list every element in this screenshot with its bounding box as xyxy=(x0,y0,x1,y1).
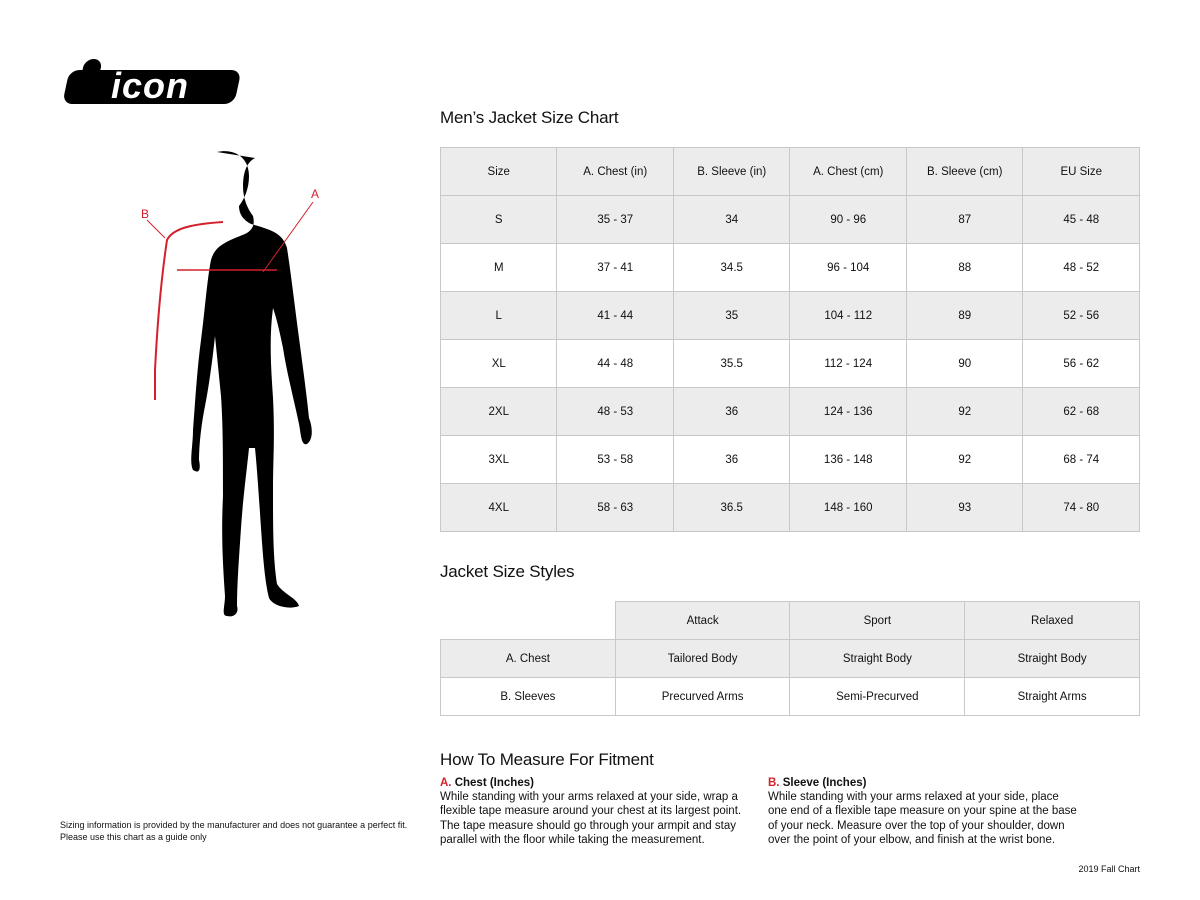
disclaimer-line: Please use this chart as a guide only xyxy=(60,832,207,842)
disclaimer: Sizing information is provided by the ma… xyxy=(60,819,407,843)
table-header-row: Size A. Chest (in) B. Sleeve (in) A. Che… xyxy=(439,147,1140,196)
table-cell: 53 - 58 xyxy=(556,435,674,484)
table-cell: 89 xyxy=(905,291,1024,340)
table-cell: 41 - 44 xyxy=(556,291,674,340)
letter-a: A. xyxy=(440,777,452,789)
table-cell: 48 - 52 xyxy=(1022,243,1140,292)
table-cell: 68 - 74 xyxy=(1022,435,1140,484)
table-cell: 34 xyxy=(672,195,791,244)
header-cell: A. Chest (in) xyxy=(556,147,674,196)
table-cell: Semi-Precurved xyxy=(789,677,966,716)
icon-logo: icon xyxy=(64,59,240,106)
table-cell: 88 xyxy=(905,243,1024,292)
table-cell: 104 - 112 xyxy=(789,291,907,340)
size-chart-title: Men’s Jacket Size Chart xyxy=(440,108,619,127)
table-cell: 96 - 104 xyxy=(789,243,907,292)
footer-label: 2019 Fall Chart xyxy=(1078,864,1140,874)
chest-instructions: A. Chest (Inches) While standing with yo… xyxy=(440,776,750,847)
table-cell: 52 - 56 xyxy=(1022,291,1140,340)
blank-cell xyxy=(440,601,616,640)
table-cell: S xyxy=(439,195,558,244)
table-row: 3XL 53 - 58 36 136 - 148 92 68 - 74 xyxy=(439,435,1140,484)
table-cell: 87 xyxy=(905,195,1024,244)
table-cell: 90 xyxy=(905,339,1024,388)
table-cell: A. Chest xyxy=(440,639,616,678)
table-cell: 136 - 148 xyxy=(789,435,907,484)
svg-text:icon: icon xyxy=(111,65,189,106)
table-cell: 3XL xyxy=(439,435,558,484)
sleeve-heading: Sleeve (Inches) xyxy=(782,777,867,789)
how-to-title: How To Measure For Fitment xyxy=(440,750,654,769)
label-b: B xyxy=(141,207,149,221)
sleeve-instructions: B. Sleeve (Inches) While standing with y… xyxy=(768,776,1078,847)
sleeve-text: While standing with your arms relaxed at… xyxy=(768,791,1077,846)
table-cell: 35 xyxy=(672,291,791,340)
header-cell: B. Sleeve (cm) xyxy=(905,147,1024,196)
table-cell: XL xyxy=(439,339,558,388)
letter-b: B. xyxy=(768,777,780,789)
header-cell: Sport xyxy=(789,601,966,640)
header-cell: A. Chest (cm) xyxy=(789,147,907,196)
styles-table: Attack Sport Relaxed A. Chest Tailored Bo… xyxy=(440,601,1140,716)
table-row: S 35 - 37 34 90 - 96 87 45 - 48 xyxy=(439,195,1140,244)
table-cell: 58 - 63 xyxy=(556,483,674,532)
table-row: A. Chest Tailored Body Straight Body Straig… xyxy=(440,639,1140,678)
table-row: 4XL 58 - 63 36.5 148 - 160 93 74 - 80 xyxy=(439,483,1140,532)
chest-heading: Chest (Inches) xyxy=(454,777,534,789)
table-cell: 93 xyxy=(905,483,1024,532)
header-cell: EU Size xyxy=(1022,147,1140,196)
table-cell: Straight Arms xyxy=(964,677,1140,716)
table-cell: 37 - 41 xyxy=(556,243,674,292)
table-cell: 92 xyxy=(905,387,1024,436)
table-cell: 36.5 xyxy=(672,483,791,532)
table-cell: B. Sleeves xyxy=(440,677,616,716)
body-silhouette: A B xyxy=(141,151,319,617)
table-cell: 124 - 136 xyxy=(789,387,907,436)
size-chart-table: Size A. Chest (in) B. Sleeve (in) A. Che… xyxy=(439,147,1140,532)
table-cell: 36 xyxy=(672,435,791,484)
table-cell: 74 - 80 xyxy=(1022,483,1140,532)
table-row: B. Sleeves Precurved Arms Semi-Precurved St… xyxy=(440,677,1140,716)
table-cell: 48 - 53 xyxy=(556,387,674,436)
table-cell: 92 xyxy=(905,435,1024,484)
table-cell: L xyxy=(439,291,558,340)
table-cell: 112 - 124 xyxy=(789,339,907,388)
table-cell: 2XL xyxy=(439,387,558,436)
table-row: 2XL 48 - 53 36 124 - 136 92 62 - 68 xyxy=(439,387,1140,436)
table-header-row: Attack Sport Relaxed xyxy=(440,601,1140,640)
header-cell: Attack xyxy=(614,601,791,640)
table-cell: M xyxy=(439,243,558,292)
table-cell: 4XL xyxy=(439,483,558,532)
table-row: L 41 - 44 35 104 - 112 89 52 - 56 xyxy=(439,291,1140,340)
table-row: M 37 - 41 34.5 96 - 104 88 48 - 52 xyxy=(439,243,1140,292)
table-cell: Tailored Body xyxy=(614,639,791,678)
table-cell: 44 - 48 xyxy=(556,339,674,388)
label-a: A xyxy=(311,187,319,201)
table-cell: 35 - 37 xyxy=(556,195,674,244)
disclaimer-line: Sizing information is provided by the ma… xyxy=(60,820,408,830)
table-cell: 45 - 48 xyxy=(1022,195,1140,244)
styles-title: Jacket Size Styles xyxy=(440,562,575,581)
table-cell: Straight Body xyxy=(789,639,966,678)
header-cell: B. Sleeve (in) xyxy=(672,147,791,196)
table-row: XL 44 - 48 35.5 112 - 124 90 56 - 62 xyxy=(439,339,1140,388)
table-cell: 56 - 62 xyxy=(1022,339,1140,388)
table-cell: 62 - 68 xyxy=(1022,387,1140,436)
table-cell: 34.5 xyxy=(672,243,791,292)
table-cell: Precurved Arms xyxy=(614,677,791,716)
header-cell: Size xyxy=(439,147,558,196)
table-cell: Straight Body xyxy=(964,639,1140,678)
table-cell: 90 - 96 xyxy=(789,195,907,244)
table-cell: 148 - 160 xyxy=(789,483,907,532)
table-cell: 36 xyxy=(672,387,791,436)
table-cell: 35.5 xyxy=(672,339,791,388)
chest-text: While standing with your arms relaxed at… xyxy=(440,791,742,846)
header-cell: Relaxed xyxy=(964,601,1140,640)
